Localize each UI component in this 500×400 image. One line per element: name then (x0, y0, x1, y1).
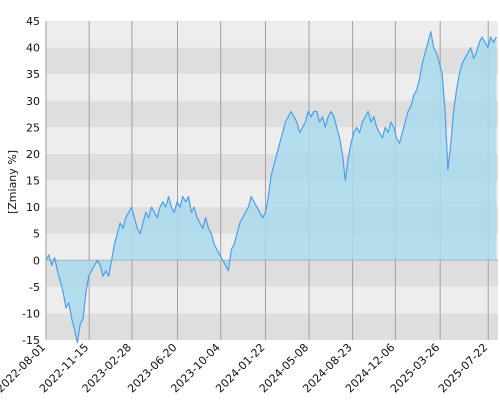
y-tick-label: -10 (22, 307, 40, 320)
y-tick-label: -15 (22, 334, 40, 347)
y-tick-label: 0 (33, 254, 40, 267)
series-line (45, 31, 497, 344)
grid-band (46, 313, 498, 340)
grid-band (46, 286, 498, 314)
y-tick-label: 25 (26, 121, 40, 134)
y-tick-label: 10 (26, 201, 40, 214)
grid-band (46, 21, 498, 48)
y-tick-label: 30 (26, 95, 40, 108)
y-tick-label: 15 (26, 175, 40, 188)
y-tick-label: 5 (33, 228, 40, 241)
y-tick-label: 35 (26, 68, 40, 81)
grid-band (46, 260, 498, 287)
y-tick-label: -5 (29, 281, 40, 294)
series-area (46, 31, 497, 343)
x-tick-label: 2025-07-22 (436, 341, 490, 395)
y-axis-label: [Zmiany %] (6, 150, 19, 214)
y-tick-label: 45 (26, 15, 40, 28)
x-axis-ticks: 2022-08-012022-11-152023-02-282023-06-20… (0, 341, 490, 395)
y-tick-label: 20 (26, 148, 40, 161)
y-axis-ticks: 45 40 35 30 25 20 15 10 5 0 -5 -10 -15 (22, 15, 40, 347)
y-tick-label: 40 (26, 42, 40, 55)
